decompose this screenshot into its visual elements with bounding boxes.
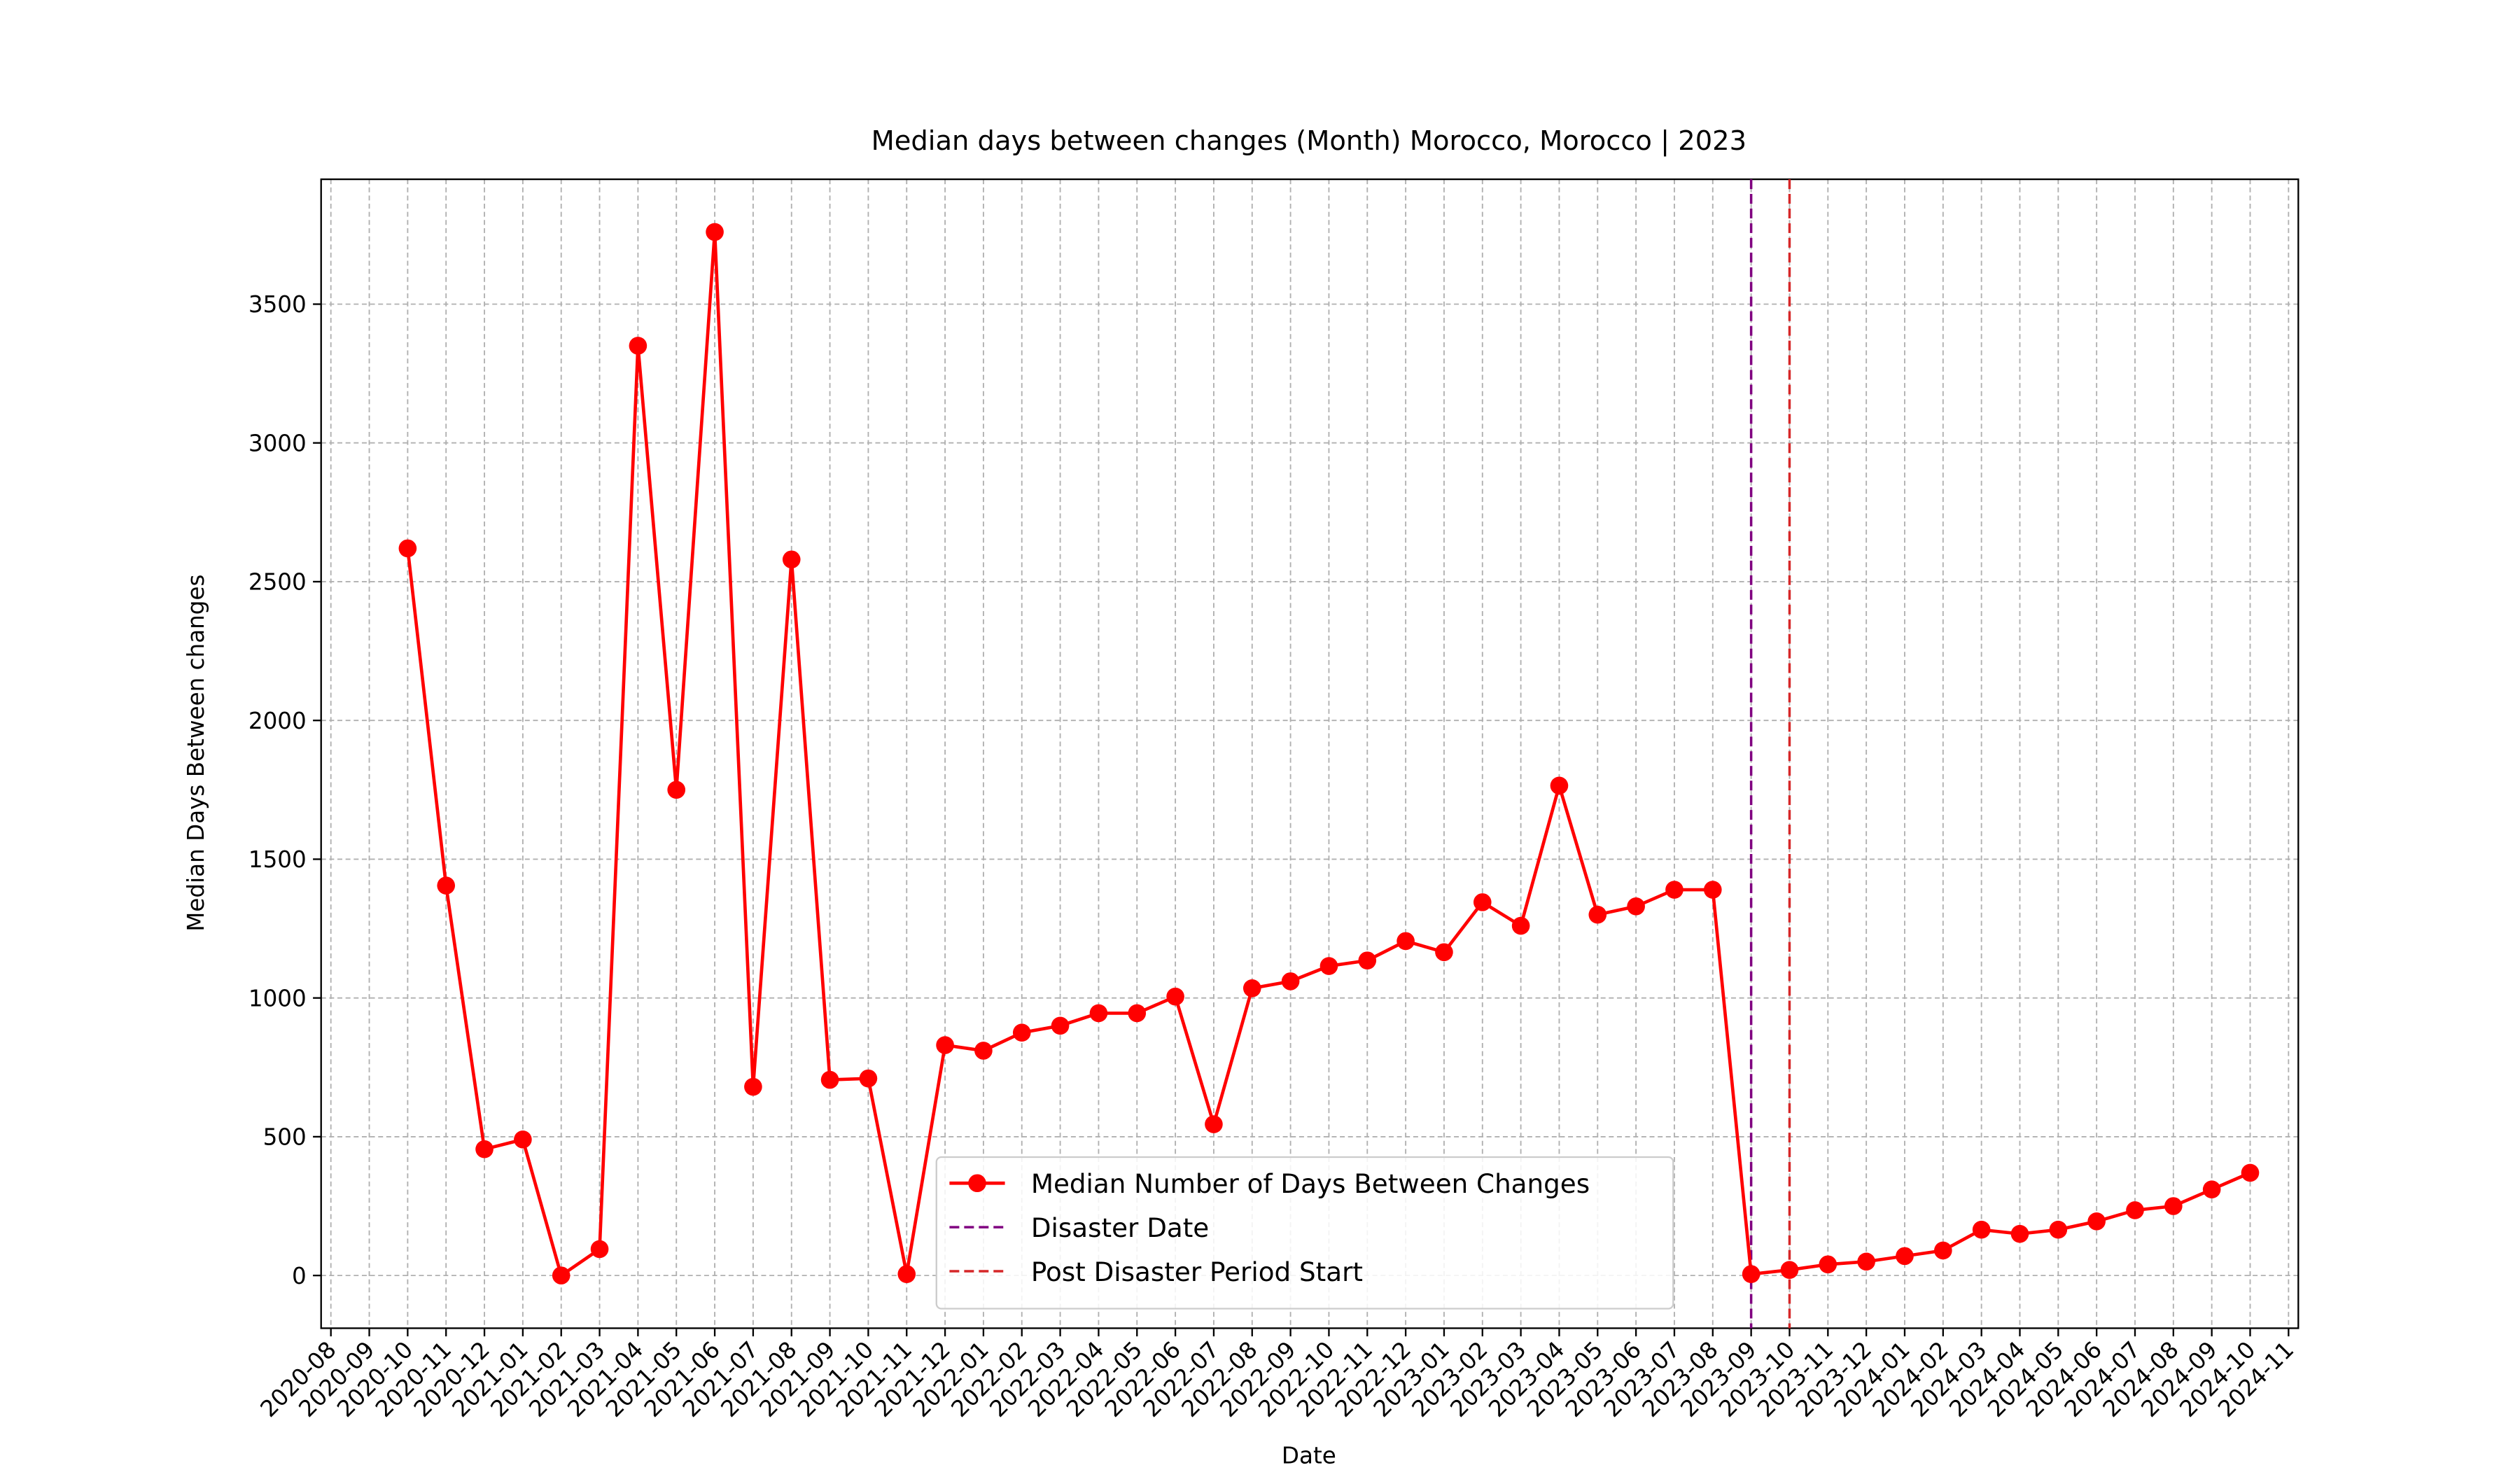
data-point	[1089, 1004, 1108, 1023]
data-point	[2010, 1224, 2029, 1243]
data-point	[2164, 1197, 2183, 1215]
data-point	[782, 550, 801, 569]
data-point	[1396, 932, 1415, 951]
data-point	[1205, 1115, 1223, 1133]
data-point	[1128, 1004, 1147, 1023]
legend: Median Number of Days Between Changes Dis…	[935, 1156, 1674, 1310]
data-point	[744, 1077, 762, 1096]
data-point	[1166, 987, 1184, 1006]
data-point	[1358, 951, 1377, 969]
data-point	[1588, 905, 1607, 924]
data-point	[475, 1140, 493, 1158]
data-point	[1281, 972, 1300, 990]
data-point	[1012, 1023, 1031, 1042]
data-point	[1896, 1247, 1914, 1266]
y-tick-label: 2500	[248, 569, 307, 596]
data-point	[1665, 881, 1684, 899]
data-point	[974, 1042, 993, 1060]
data-point	[1819, 1255, 1837, 1274]
data-point	[859, 1069, 878, 1088]
data-point	[897, 1265, 916, 1283]
legend-marker	[968, 1174, 986, 1193]
data-point	[706, 223, 724, 241]
y-axis-label: Median Days Between changes	[183, 574, 209, 931]
data-point	[1473, 893, 1492, 911]
data-point	[437, 876, 456, 895]
data-point	[1934, 1241, 1952, 1260]
data-point	[1511, 916, 1530, 935]
chart-title: Median days between changes (Month) Moro…	[872, 125, 1746, 157]
data-point	[552, 1266, 570, 1284]
data-point	[1742, 1265, 1760, 1283]
data-point	[1435, 943, 1453, 962]
data-point	[514, 1130, 532, 1149]
data-point	[1627, 897, 1645, 916]
data-point	[629, 337, 648, 355]
x-axis-label: Date	[1282, 1443, 1336, 1469]
data-point	[1242, 979, 1261, 997]
plot-frame	[320, 178, 2300, 1329]
data-point	[820, 1070, 839, 1089]
data-point	[1550, 776, 1569, 795]
data-point	[1703, 881, 1722, 899]
data-point	[2241, 1163, 2260, 1182]
y-tick-label: 1500	[248, 846, 307, 873]
data-point	[2202, 1180, 2221, 1199]
y-tick-label: 3000	[248, 430, 307, 456]
legend-box	[935, 1156, 1674, 1310]
data-point	[1857, 1252, 1875, 1271]
data-point	[1780, 1261, 1799, 1279]
y-tick-label: 0	[292, 1263, 307, 1289]
data-point	[1320, 957, 1338, 975]
legend-label: Median Number of Days Between Changes	[1031, 1168, 1590, 1199]
data-point	[667, 780, 686, 799]
y-tick-label: 3500	[248, 291, 307, 318]
data-point	[2087, 1212, 2106, 1231]
data-point	[1972, 1220, 1991, 1239]
legend-label: Disaster Date	[1031, 1212, 1209, 1243]
y-tick-label: 2000	[248, 708, 307, 734]
data-point	[2126, 1201, 2144, 1219]
data-point	[398, 539, 417, 558]
y-tick-label: 1000	[248, 985, 307, 1011]
data-point	[1051, 1016, 1070, 1035]
y-tick-label: 500	[263, 1124, 307, 1151]
data-point	[590, 1240, 609, 1259]
data-point	[2049, 1220, 2068, 1239]
legend-label: Post Disaster Period Start	[1031, 1256, 1363, 1287]
data-point	[936, 1036, 954, 1054]
